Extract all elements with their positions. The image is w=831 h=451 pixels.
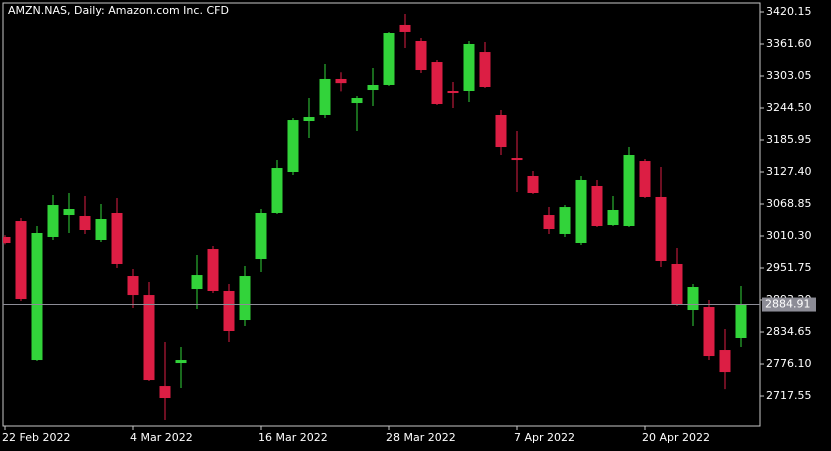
candle-body: [495, 114, 507, 148]
candle-body: [127, 276, 139, 296]
candle-body: [575, 179, 587, 244]
candle-body: [159, 386, 171, 399]
y-tick-label: 3068.85: [766, 197, 812, 210]
candle-body: [95, 219, 107, 240]
x-tick-label: 28 Mar 2022: [386, 431, 456, 444]
x-tick-label: 20 Apr 2022: [642, 431, 710, 444]
plot-frame: [2, 2, 761, 427]
y-tick-label: 2717.55: [766, 389, 812, 402]
candle-body: [191, 275, 203, 290]
candle-body: [543, 215, 555, 230]
candle-body: [463, 43, 475, 91]
candle-body: [639, 161, 651, 197]
candle-body: [239, 276, 251, 321]
y-tick-label: 3244.50: [766, 101, 812, 114]
axes: 3420.15 3361.60 3303.05 3244.50 3185.95 3127.…: [2, 5, 816, 444]
candle-body: [207, 249, 219, 291]
candle-body: [367, 84, 379, 91]
y-tick-label: 3185.95: [766, 133, 812, 146]
chart-title: AMZN.NAS, Daily: Amazon.com Inc. CFD: [8, 4, 229, 17]
x-tick-label: 22 Feb 2022: [2, 431, 70, 444]
candle-body: [671, 263, 683, 305]
candle-body: [111, 212, 123, 264]
candle-body: [479, 52, 491, 88]
candle-body: [223, 290, 235, 332]
candle-body: [303, 117, 315, 122]
candle-body: [335, 78, 347, 84]
candle-body: [351, 97, 363, 104]
candle-body: [703, 307, 715, 357]
candle-body: [511, 158, 523, 161]
y-tick-label: 3303.05: [766, 69, 812, 82]
candle-body: [143, 295, 155, 381]
x-tick-label: 4 Mar 2022: [130, 431, 193, 444]
candle-body: [3, 236, 11, 244]
candle-body: [399, 24, 411, 32]
candle-body: [79, 216, 91, 230]
y-tick-label: 3420.15: [766, 5, 812, 18]
candle-body: [735, 304, 747, 339]
candle-body: [447, 90, 459, 94]
candle-body: [687, 287, 699, 311]
candle-body: [655, 196, 667, 261]
candle-body: [63, 209, 75, 216]
x-tick-label: 16 Mar 2022: [258, 431, 328, 444]
candle-body: [31, 233, 43, 361]
candle-body: [175, 360, 187, 364]
candle-body: [47, 205, 59, 237]
y-tick-label: 3010.30: [766, 229, 812, 242]
y-tick-label: 2834.65: [766, 325, 812, 338]
candle-body: [719, 350, 731, 373]
candle-body: [319, 78, 331, 115]
y-tick-label: 2776.10: [766, 357, 812, 370]
y-tick-label: 3127.40: [766, 165, 812, 178]
candle-body: [623, 155, 635, 227]
y-tick-label: 3361.60: [766, 37, 812, 50]
candle-body: [255, 212, 267, 260]
candle-body: [287, 120, 299, 173]
plot-area: [3, 13, 760, 421]
candle-body: [527, 175, 539, 193]
candle-body: [15, 221, 27, 300]
candle-body: [559, 207, 571, 234]
candle-body: [271, 168, 283, 213]
y-tick-label: 2951.75: [766, 261, 812, 274]
candle-body: [431, 62, 443, 105]
candle-body: [591, 185, 603, 227]
candle-body: [415, 40, 427, 71]
current-price-box: [762, 297, 816, 312]
candle-body: [607, 209, 619, 226]
candle-body: [383, 33, 395, 85]
x-tick-label: 7 Apr 2022: [514, 431, 575, 444]
current-price-label: 2884.91: [765, 298, 811, 311]
